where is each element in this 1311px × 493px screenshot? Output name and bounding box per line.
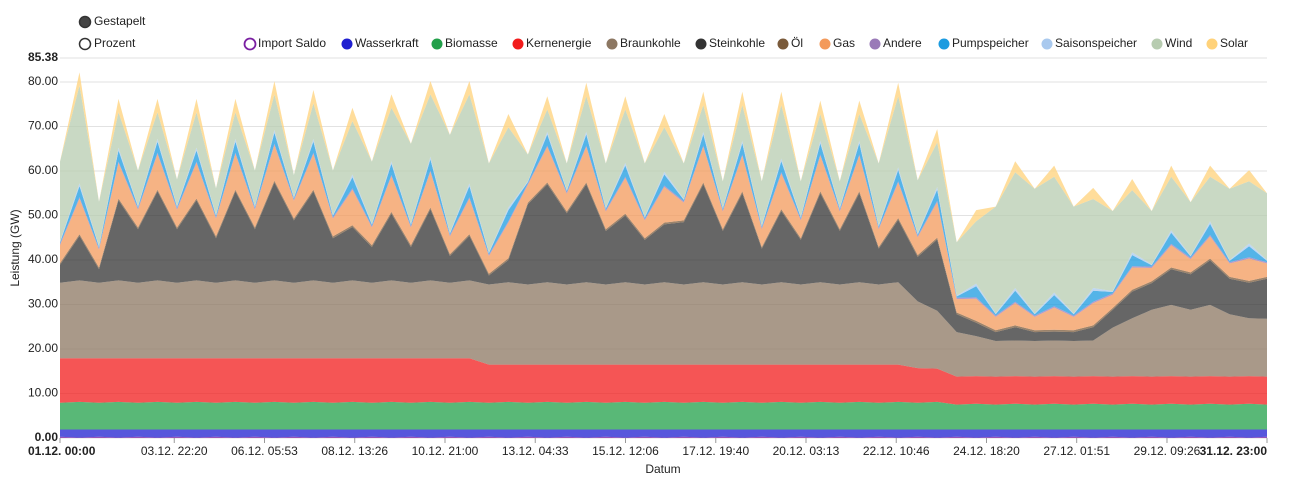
mode-label[interactable]: Prozent <box>94 36 136 50</box>
mode-radio[interactable] <box>78 37 92 51</box>
x-tick-label: 17.12. 19:40 <box>682 444 749 458</box>
x-tick-label: 29.12. 09:26 <box>1134 444 1201 458</box>
legend-marker[interactable] <box>431 38 443 50</box>
x-tick-label: 06.12. 05:53 <box>231 444 298 458</box>
legend-marker[interactable] <box>695 38 707 50</box>
mode-label[interactable]: Gestapelt <box>94 14 146 28</box>
legend-marker[interactable] <box>1151 38 1163 50</box>
legend-marker[interactable] <box>1206 38 1218 50</box>
legend-label[interactable]: Steinkohle <box>709 36 765 50</box>
y-tick-label: 60.00 <box>28 163 58 177</box>
area <box>60 182 1267 341</box>
area <box>60 429 1267 438</box>
y-tick-label: 10.00 <box>28 386 58 400</box>
y-tick-label: 80.00 <box>28 74 58 88</box>
x-tick-label: 31.12. 23:00 <box>1200 444 1268 458</box>
legend-marker[interactable] <box>869 38 881 50</box>
x-tick-label: 10.12. 21:00 <box>412 444 479 458</box>
legend-label[interactable]: Biomasse <box>445 36 498 50</box>
y-tick-label: 70.00 <box>28 119 58 133</box>
legend-label[interactable]: Wasserkraft <box>355 36 419 50</box>
legend-marker[interactable] <box>777 38 789 50</box>
legend-label[interactable]: Saisonspeicher <box>1055 36 1137 50</box>
x-tick-label: 22.12. 10:46 <box>863 444 930 458</box>
legend-label[interactable]: Braunkohle <box>620 36 681 50</box>
y-axis-title: Leistung (GW) <box>8 209 22 286</box>
y-tick-label: 30.00 <box>28 297 58 311</box>
area <box>60 85 1267 314</box>
area <box>60 358 1267 405</box>
legend-marker[interactable] <box>341 38 353 50</box>
legend-marker[interactable] <box>606 38 618 50</box>
legend-label[interactable]: Import Saldo <box>258 36 326 50</box>
legend-label[interactable]: Solar <box>1220 36 1248 50</box>
x-tick-label: 13.12. 04:33 <box>502 444 569 458</box>
x-tick-label: 08.12. 13:26 <box>321 444 388 458</box>
y-tick-label: 85.38 <box>28 50 58 64</box>
x-tick-label: 20.12. 03:13 <box>773 444 840 458</box>
area <box>60 280 1267 377</box>
legend-marker[interactable] <box>512 38 524 50</box>
legend-label[interactable]: Gas <box>833 36 855 50</box>
area <box>60 401 1267 430</box>
legend-label[interactable]: Öl <box>791 36 803 50</box>
x-axis-title: Datum <box>645 462 680 476</box>
y-tick-label: 20.00 <box>28 341 58 355</box>
legend-label[interactable]: Wind <box>1165 36 1192 50</box>
legend-label[interactable]: Pumpspeicher <box>952 36 1029 50</box>
x-tick-label: 24.12. 18:20 <box>953 444 1020 458</box>
area <box>60 436 1267 438</box>
y-tick-label: 50.00 <box>28 208 58 222</box>
legend-marker[interactable] <box>938 38 950 50</box>
x-tick-label: 15.12. 12:06 <box>592 444 659 458</box>
mode-radio[interactable] <box>78 15 92 29</box>
legend-label[interactable]: Andere <box>883 36 922 50</box>
legend-label[interactable]: Kernenergie <box>526 36 592 50</box>
legend-marker[interactable] <box>1041 38 1053 50</box>
y-tick-label: 40.00 <box>28 252 58 266</box>
x-tick-label: 01.12. 00:00 <box>28 444 96 458</box>
x-tick-label: 27.12. 01:51 <box>1043 444 1110 458</box>
y-tick-label: 0.00 <box>35 430 59 444</box>
legend-marker[interactable] <box>819 38 831 50</box>
legend-marker[interactable] <box>243 37 257 51</box>
x-tick-label: 03.12. 22:20 <box>141 444 208 458</box>
